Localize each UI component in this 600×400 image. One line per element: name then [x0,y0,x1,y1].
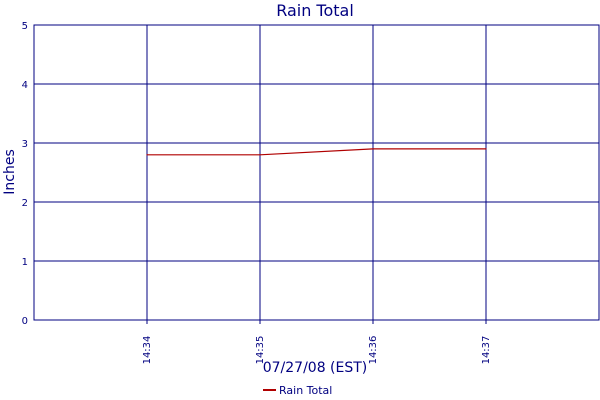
y-tick-label: 4 [22,80,28,91]
legend-label-rain-total: Rain Total [279,384,332,397]
data-point [146,154,148,156]
series-lines [146,148,487,156]
grid-lines [34,24,599,321]
x-tick-label: 14:35 [255,336,266,365]
y-tick-label: 5 [22,21,28,32]
x-tick-label: 14:37 [481,336,492,365]
data-point [259,154,261,156]
data-point [372,148,374,150]
y-tick-label: 0 [22,316,28,327]
x-tick-label: 14:34 [142,336,153,365]
x-axis-label: 07/27/08 (EST) [263,360,368,376]
y-tick-label: 1 [22,257,28,268]
x-tick-label: 14:36 [368,336,379,365]
y-axis-label: Inches [2,149,18,194]
plot-frame [33,24,600,321]
data-point [485,148,487,150]
chart-title: Rain Total [276,1,354,20]
series-line-rain-total [147,148,486,156]
x-axis-ticks: 14:34 14:35 14:36 14:37 [142,320,492,364]
y-tick-label: 2 [22,198,28,209]
y-axis-ticks: 0 1 2 3 4 5 [22,21,28,327]
y-tick-label: 3 [22,139,28,150]
legend: Rain Total [263,384,332,397]
